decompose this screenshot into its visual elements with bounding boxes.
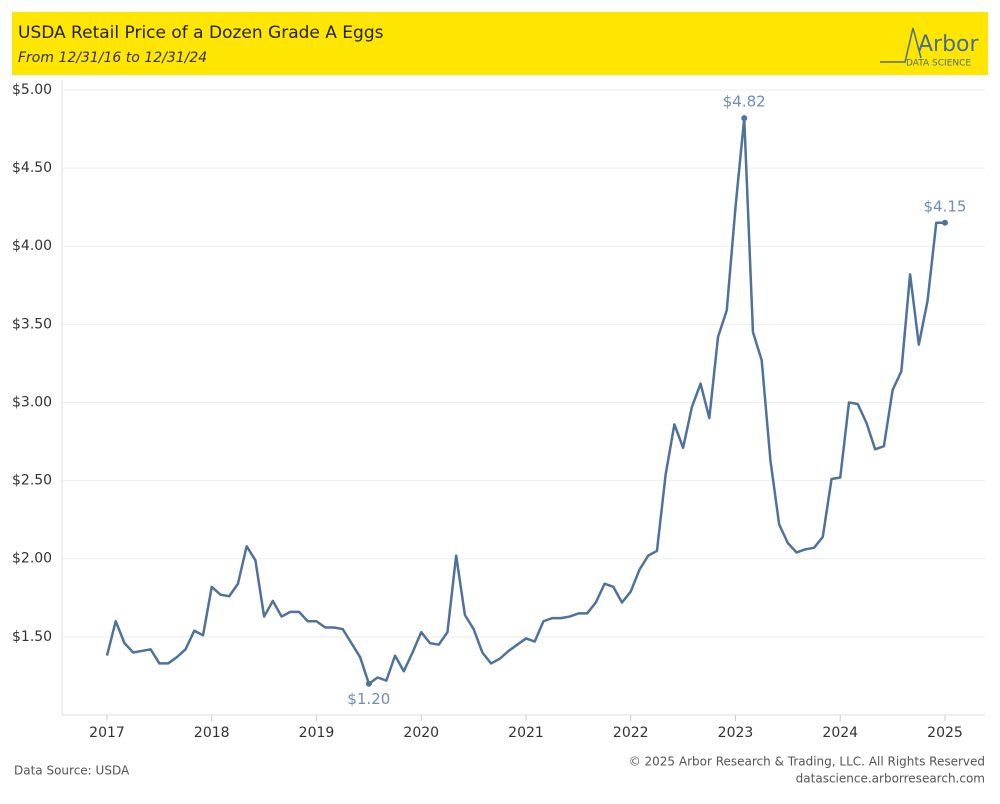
data-label: $4.82 (723, 93, 766, 111)
subtitle: From 12/31/16 to 12/31/24 (18, 50, 207, 66)
logo-sub: DATA SCIENCE (906, 59, 971, 69)
point-marker (942, 219, 948, 226)
point-marker (741, 115, 748, 122)
source: Data Source: USDA (14, 764, 130, 778)
x-tick-label: 2025 (927, 725, 963, 741)
x-tick-label: 2023 (718, 725, 754, 741)
y-tick-label: $4.00 (12, 238, 52, 254)
website: datascience.arborresearch.com (796, 772, 985, 786)
y-tick-label: $4.50 (12, 160, 52, 176)
y-tick-label: $3.00 (12, 394, 52, 410)
x-tick-label: 2018 (194, 725, 230, 741)
point-marker (365, 680, 372, 687)
y-tick-label: $2.00 (12, 551, 52, 567)
logo: Arbor (918, 32, 980, 57)
logo-mark (880, 27, 922, 63)
price-line (105, 116, 945, 685)
y-tick-label: $3.50 (12, 316, 52, 332)
header-banner (12, 12, 988, 75)
chart-title: USDA Retail Price of a Dozen Grade A Egg… (18, 23, 384, 43)
x-tick-label: 2022 (613, 725, 649, 741)
x-tick-label: 2024 (822, 725, 858, 741)
copyright: © 2025 Arbor Research & Trading, LLC. Al… (629, 755, 985, 769)
y-tick-label: $5.00 (12, 82, 52, 98)
y-tick-label: $2.50 (12, 473, 52, 489)
x-tick-label: 2019 (299, 725, 335, 741)
x-tick-label: 2020 (403, 725, 439, 741)
x-tick-label: 2017 (89, 725, 125, 741)
y-tick-label: $1.50 (12, 629, 52, 645)
x-tick-label: 2021 (508, 725, 544, 741)
data-label: $1.20 (347, 690, 390, 708)
data-label: $4.15 (924, 197, 967, 215)
